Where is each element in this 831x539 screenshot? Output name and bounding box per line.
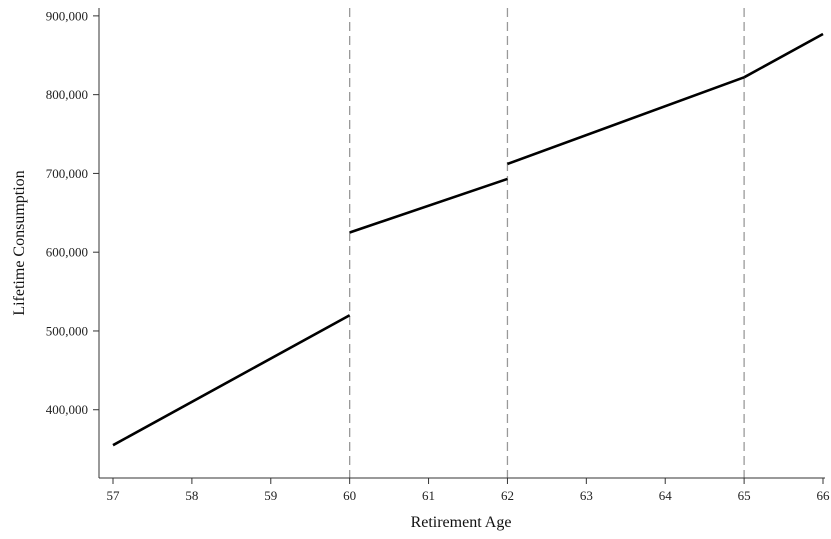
reference-lines: [349, 8, 745, 478]
y-tick-label: 800,000: [46, 87, 88, 102]
data-segments: [112, 32, 824, 447]
y-tick-label: 400,000: [46, 402, 88, 417]
x-tick-label: 64: [659, 488, 673, 503]
x-tick-label: 62: [501, 488, 514, 503]
line-segment-3: [506, 76, 745, 166]
x-tick-label: 58: [185, 488, 198, 503]
x-tick-label: 60: [343, 488, 356, 503]
y-tick-label: 500,000: [46, 323, 88, 338]
line-segment-2: [349, 177, 508, 234]
line-segment-1: [112, 314, 351, 447]
x-axis-title: Retirement Age: [411, 514, 512, 531]
y-axis-title: Lifetime Consumption: [11, 170, 28, 315]
y-tick-label: 900,000: [46, 8, 88, 23]
x-axis-ticks: 57 58 59 60 61 62 63 64 65 66: [107, 478, 831, 503]
y-tick-label: 600,000: [46, 245, 88, 260]
x-tick-label: 59: [264, 488, 277, 503]
x-tick-label: 63: [580, 488, 593, 503]
x-tick-label: 65: [738, 488, 751, 503]
x-tick-label: 57: [107, 488, 121, 503]
line-segment-4: [743, 32, 824, 79]
y-axis-ticks: 400,000 500,000 600,000 700,000 800,000 900,0…: [46, 8, 99, 417]
y-tick-label: 700,000: [46, 166, 88, 181]
x-tick-label: 61: [422, 488, 435, 503]
x-tick-label: 66: [817, 488, 831, 503]
axes: [98, 8, 825, 479]
